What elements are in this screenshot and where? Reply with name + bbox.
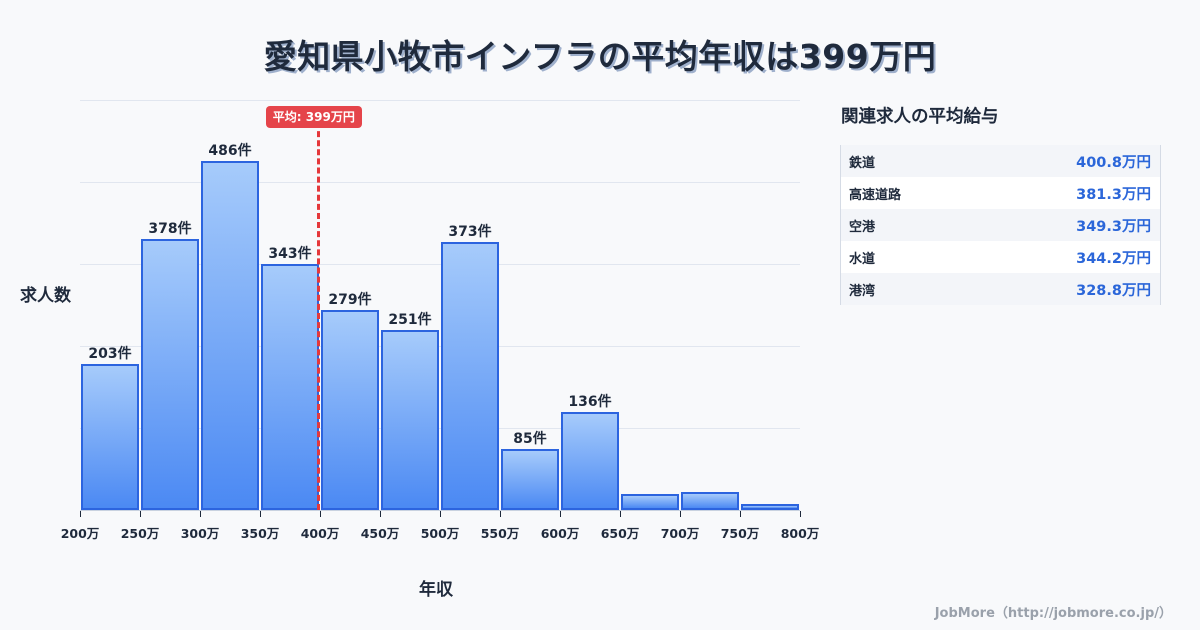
bar-value-label: 85件: [513, 430, 547, 447]
bar-value-label: 486件: [208, 143, 252, 160]
histogram-bar: [501, 448, 559, 510]
x-tick-label: 550万: [480, 526, 520, 541]
x-tick: [260, 511, 261, 517]
x-tick-label: 250万: [120, 526, 160, 541]
bar-value-label: 373件: [448, 224, 492, 241]
x-tick: [380, 511, 381, 517]
x-tick-label: 300万: [180, 526, 220, 541]
histogram-bar: [561, 412, 619, 510]
job-category-name: 水道: [849, 251, 876, 267]
job-category-name: 高速道路: [849, 187, 902, 203]
x-tick: [500, 511, 501, 517]
average-salary-value: 349.3万円: [1076, 218, 1151, 235]
gridline: [80, 346, 800, 347]
x-axis-label: 年収: [419, 580, 453, 600]
x-tick: [680, 511, 681, 517]
x-tick-label: 500万: [420, 526, 460, 541]
x-tick-label: 400万: [300, 526, 340, 541]
average-salary-value: 381.3万円: [1076, 186, 1151, 203]
histogram-bar: [621, 494, 679, 510]
histogram-bar: [441, 242, 499, 510]
x-tick-label: 800万: [780, 526, 820, 541]
mean-badge: 平均: 399万円: [265, 106, 362, 128]
histogram-chart: 求人数 年収 203件 378件 486件 343件 279件 251件 373件 85件 13…: [20, 100, 820, 600]
histogram-bar: [321, 309, 379, 510]
bar-value-label: 378件: [148, 220, 192, 237]
bar-value-label: 251件: [388, 311, 432, 328]
average-salary-value: 344.2万円: [1076, 250, 1151, 267]
mean-line: [317, 122, 321, 510]
histogram-bar: [261, 263, 319, 510]
job-category-name: 空港: [849, 219, 876, 235]
gridline: [80, 100, 800, 101]
x-tick-label: 450万: [360, 526, 400, 541]
x-tick: [440, 511, 441, 517]
histogram-bar: [201, 161, 259, 510]
x-tick: [560, 511, 561, 517]
table-row: 鉄道 400.8万円: [841, 145, 1160, 177]
average-salary-value: 400.8万円: [1076, 154, 1151, 171]
x-tick: [740, 511, 741, 517]
related-salary-title: 関連求人の平均給与: [841, 107, 999, 127]
x-tick-label: 350万: [240, 526, 280, 541]
table-row: 水道 344.2万円: [841, 241, 1160, 273]
histogram-bar: [741, 504, 799, 510]
x-tick-label: 750万: [720, 526, 760, 541]
histogram-bar: [381, 329, 439, 510]
table-row: 港湾 328.8万円: [841, 273, 1160, 305]
x-tick: [80, 511, 81, 517]
bar-value-label: 343件: [268, 245, 312, 262]
x-tick: [620, 511, 621, 517]
related-salary-table: 鉄道 400.8万円 高速道路 381.3万円 空港 349.3万円 水道 34…: [840, 145, 1161, 305]
job-category-name: 鉄道: [849, 155, 876, 171]
y-axis-label: 求人数: [20, 286, 71, 306]
bar-value-label: 203件: [88, 346, 132, 363]
x-tick-label: 650万: [600, 526, 640, 541]
gridline: [80, 182, 800, 183]
x-tick-label: 700万: [660, 526, 700, 541]
histogram-bar: [81, 364, 139, 510]
gridline: [80, 428, 800, 429]
table-row: 高速道路 381.3万円: [841, 177, 1160, 209]
x-tick: [800, 511, 801, 517]
table-row: 空港 349.3万円: [841, 209, 1160, 241]
gridline: [80, 264, 800, 265]
job-category-name: 港湾: [849, 283, 876, 299]
x-tick-label: 600万: [540, 526, 580, 541]
histogram-bar: [681, 492, 739, 510]
bar-value-label: 279件: [328, 291, 372, 308]
histogram-bar: [141, 238, 199, 510]
page-title: 愛知県小牧市インフラの平均年収は399万円: [263, 37, 937, 76]
x-axis-line: [80, 510, 800, 511]
x-tick: [200, 511, 201, 517]
x-tick-label: 200万: [60, 526, 100, 541]
average-salary-value: 328.8万円: [1076, 282, 1151, 299]
footer-credit: JobMore（http://jobmore.co.jp/）: [934, 606, 1172, 621]
x-tick: [140, 511, 141, 517]
x-tick: [320, 511, 321, 517]
bar-value-label: 136件: [568, 394, 612, 411]
